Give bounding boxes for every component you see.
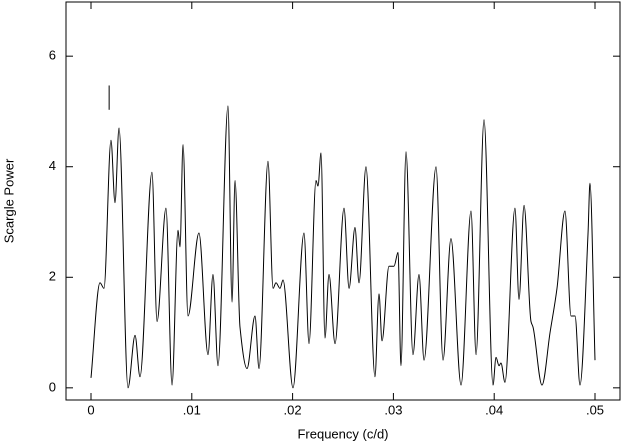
power-line	[90, 105, 596, 389]
x-tick-label: .03	[384, 402, 402, 417]
x-tick-label: .01	[183, 402, 201, 417]
y-tick-label: 2	[49, 269, 56, 284]
y-tick-label: 4	[49, 158, 56, 173]
y-axis-label: Scargle Power	[1, 158, 16, 243]
x-tick-label: .04	[485, 402, 503, 417]
y-tick-label: 6	[49, 48, 56, 63]
x-tick-label: 0	[87, 402, 94, 417]
x-tick-label: .02	[284, 402, 302, 417]
y-tick-label: 0	[49, 379, 56, 394]
x-tick-label: .05	[586, 402, 604, 417]
plot-frame	[65, 1, 621, 401]
x-axis-label: Frequency (c/d)	[297, 426, 388, 441]
